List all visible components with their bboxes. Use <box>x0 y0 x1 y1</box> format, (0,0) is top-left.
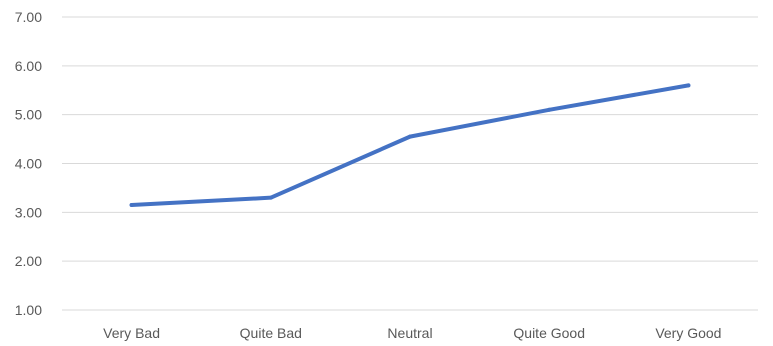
series-line-0 <box>129 83 691 208</box>
x-tick-label: Very Good <box>655 325 721 341</box>
data-point-0-1 <box>268 195 273 200</box>
y-tick-label: 5.00 <box>15 107 42 123</box>
gridlines <box>62 16 758 311</box>
x-tick-label: Neutral <box>387 325 432 341</box>
series-layer <box>129 83 691 208</box>
data-point-0-2 <box>408 134 412 139</box>
x-tick-label: Quite Bad <box>240 325 302 341</box>
x-tick-label: Very Bad <box>103 325 160 341</box>
data-point-0-3 <box>547 107 552 112</box>
x-axis: Very Bad Quite Bad Neutral Quite Good Very G… <box>103 325 721 341</box>
y-axis: 1.00 2.00 3.00 4.00 5.00 6.00 7.00 <box>15 9 42 318</box>
y-tick-label: 2.00 <box>15 253 42 269</box>
y-tick-label: 1.00 <box>15 302 42 318</box>
x-tick-label: Quite Good <box>513 325 585 341</box>
y-tick-label: 6.00 <box>15 58 42 74</box>
y-tick-label: 3.00 <box>15 204 42 220</box>
y-tick-label: 4.00 <box>15 156 42 172</box>
y-tick-label: 7.00 <box>15 9 42 25</box>
data-point-0-4 <box>686 83 691 88</box>
data-point-0-0 <box>129 203 134 208</box>
